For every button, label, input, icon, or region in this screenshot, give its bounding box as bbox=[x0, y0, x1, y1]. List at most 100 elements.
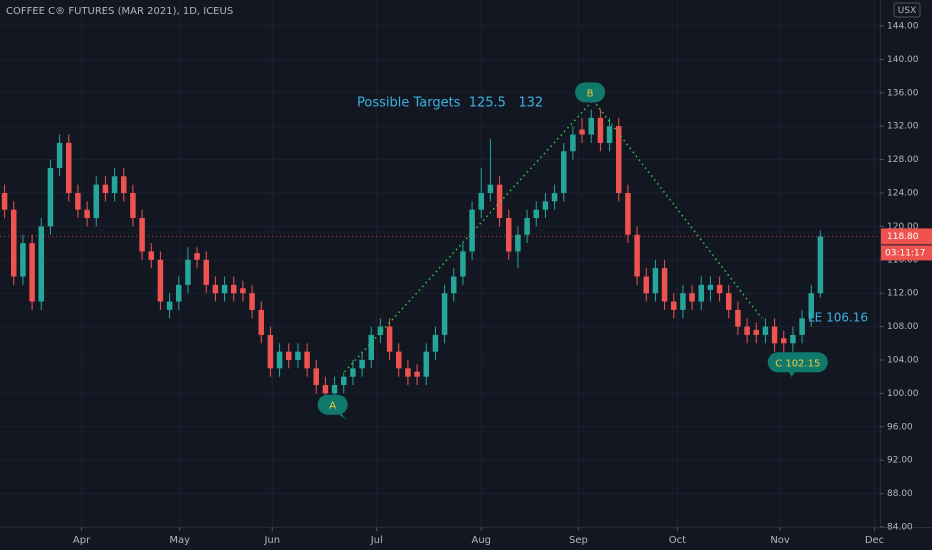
candle-body bbox=[634, 234, 640, 277]
candle-body bbox=[20, 243, 26, 277]
candle-body bbox=[75, 193, 81, 210]
candle-body bbox=[817, 236, 824, 294]
pattern-leg bbox=[344, 99, 594, 373]
candle-body bbox=[652, 268, 659, 294]
candle-body bbox=[551, 193, 558, 202]
candle-body bbox=[331, 385, 338, 394]
candle-body bbox=[66, 142, 72, 193]
candle-body bbox=[625, 193, 631, 235]
y-tick-label: 136.00 bbox=[887, 88, 919, 98]
countdown-label: 03:11:17 bbox=[885, 248, 925, 258]
candle-body bbox=[359, 360, 365, 369]
y-tick-label: 140.00 bbox=[887, 55, 919, 65]
pattern-label: A bbox=[329, 401, 336, 412]
candle-body bbox=[11, 209, 17, 277]
x-tick-label: May bbox=[169, 535, 190, 546]
targets-annotation: Possible Targets 125.5 132 bbox=[357, 96, 543, 111]
candle-body bbox=[258, 309, 264, 335]
candle-body bbox=[176, 284, 182, 302]
candle-body bbox=[148, 251, 154, 260]
y-tick-label: 120.00 bbox=[887, 222, 919, 232]
candle-body bbox=[139, 218, 145, 252]
x-tick-label: Dec bbox=[865, 535, 884, 546]
candle-body bbox=[451, 276, 457, 294]
chart-title: COFFEE C® FUTURES (MAR 2021), 1D, ICEUS bbox=[6, 6, 233, 17]
candle-body bbox=[561, 151, 567, 193]
candle-body bbox=[790, 334, 796, 344]
candle-body bbox=[524, 218, 530, 235]
candle-body bbox=[368, 334, 374, 360]
candle-body bbox=[579, 129, 585, 135]
y-tick-label: 100.00 bbox=[887, 389, 919, 399]
pattern-label: C 102.15 bbox=[775, 358, 820, 369]
candle-body bbox=[322, 385, 329, 394]
candle-body bbox=[286, 351, 292, 360]
candle-body bbox=[487, 184, 494, 193]
le-annotation: LE 106.16 bbox=[808, 311, 868, 325]
candle-body bbox=[698, 284, 704, 302]
candle-body bbox=[185, 259, 191, 285]
candle-body bbox=[93, 184, 99, 219]
candle-body bbox=[130, 193, 136, 219]
candle-body bbox=[506, 218, 512, 252]
y-tick-label: 88.00 bbox=[887, 489, 913, 499]
candle-body bbox=[753, 329, 759, 335]
candle-body bbox=[726, 293, 732, 310]
candle-body bbox=[111, 176, 118, 193]
y-tick-label: 128.00 bbox=[887, 155, 919, 165]
x-tick-label: Oct bbox=[669, 535, 686, 546]
candle-body bbox=[1, 193, 8, 210]
candle-body bbox=[38, 226, 44, 302]
candle-body bbox=[515, 234, 521, 252]
candle-body bbox=[661, 268, 668, 302]
pattern-bubble bbox=[317, 394, 348, 415]
candle-body bbox=[570, 134, 576, 152]
y-tick-label: 92.00 bbox=[887, 456, 913, 466]
candle-body bbox=[744, 326, 750, 335]
candle-body bbox=[478, 193, 484, 210]
candle-body bbox=[680, 293, 686, 310]
pattern-leg bbox=[592, 99, 763, 319]
countdown-box bbox=[881, 245, 932, 261]
candle-body bbox=[29, 243, 35, 302]
y-tick-label: 84.00 bbox=[887, 523, 913, 533]
candle-body bbox=[441, 293, 448, 335]
candle-body bbox=[166, 301, 173, 310]
candle-body bbox=[414, 371, 420, 377]
candle-body bbox=[671, 301, 677, 310]
currency-badge bbox=[893, 2, 921, 18]
candle-body bbox=[405, 368, 411, 377]
x-tick-label: Nov bbox=[770, 535, 790, 546]
candle-body bbox=[249, 293, 255, 310]
y-tick-label: 124.00 bbox=[887, 189, 919, 199]
y-tick-label: 132.00 bbox=[887, 122, 919, 132]
x-tick-label: Sep bbox=[569, 535, 588, 546]
pattern-bubble bbox=[575, 82, 606, 103]
candle-body bbox=[295, 351, 301, 360]
candle-body bbox=[762, 326, 769, 335]
candle-body bbox=[377, 326, 384, 335]
candle-body bbox=[432, 334, 439, 352]
candle-body bbox=[121, 176, 127, 193]
y-tick-label: 96.00 bbox=[887, 422, 913, 432]
candle-body bbox=[533, 209, 539, 219]
currency-label: USX bbox=[898, 6, 916, 16]
candle-body bbox=[212, 284, 219, 294]
candle-body bbox=[588, 117, 594, 135]
candle-body bbox=[203, 259, 209, 285]
pattern-label: B bbox=[587, 88, 594, 99]
y-tick-label: 112.00 bbox=[887, 289, 919, 299]
candle-body bbox=[350, 368, 356, 377]
candle-body bbox=[606, 126, 613, 143]
candle-body bbox=[771, 326, 778, 344]
candle-body bbox=[597, 117, 604, 143]
candle-body bbox=[396, 351, 402, 369]
x-tick-label: Apr bbox=[73, 535, 91, 546]
x-tick-label: Aug bbox=[471, 535, 491, 546]
candle-body bbox=[194, 253, 200, 260]
candle-body bbox=[689, 293, 695, 302]
x-tick-label: Jul bbox=[370, 535, 383, 546]
